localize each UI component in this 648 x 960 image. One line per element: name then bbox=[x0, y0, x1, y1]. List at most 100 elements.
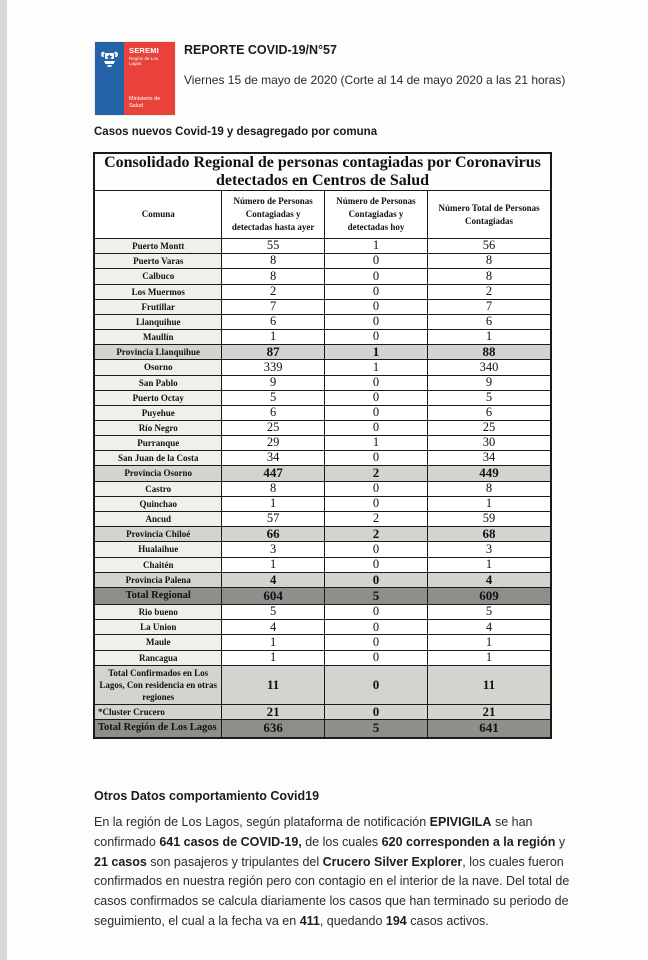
cases-total-cell: 8 bbox=[427, 268, 552, 285]
cases-yesterday-cell: 9 bbox=[221, 374, 325, 391]
table-row: Provincia Chiloé 66 2 68 bbox=[93, 526, 552, 543]
table-row: Total Regional 604 5 609 bbox=[93, 586, 552, 606]
cases-today-cell: 0 bbox=[323, 253, 429, 270]
comuna-cell: Provincia Llanquihue bbox=[93, 344, 223, 361]
cases-total-cell: 5 bbox=[427, 389, 552, 406]
section-title: Casos nuevos Covid-19 y desagregado por … bbox=[94, 126, 378, 138]
cases-yesterday-cell: 5 bbox=[221, 389, 325, 406]
cases-yesterday-cell: 87 bbox=[221, 344, 325, 361]
logo-region-label: Región de Los Lagos bbox=[129, 56, 159, 66]
comuna-cell: Maule bbox=[93, 634, 223, 651]
table-row: Maule 1 0 1 bbox=[93, 634, 552, 651]
paragraph-segment: , los cuales fueron confirmados en nuest… bbox=[94, 854, 570, 928]
table-row: Provincia Palena 4 0 4 bbox=[93, 571, 552, 589]
cases-total-cell: 11 bbox=[427, 664, 552, 706]
logo-blue-panel bbox=[95, 42, 124, 115]
table-row: Quinchao 1 0 1 bbox=[93, 495, 552, 512]
paragraph-segment: de los cuales bbox=[301, 834, 382, 849]
cases-today-cell: 1 bbox=[323, 238, 429, 255]
cases-today-cell: 0 bbox=[323, 480, 429, 497]
cases-today-cell: 2 bbox=[323, 510, 429, 528]
cases-total-cell: 1 bbox=[427, 634, 552, 651]
table-row: La Union 4 0 4 bbox=[93, 619, 552, 636]
comuna-cell: Rancagua bbox=[93, 649, 223, 666]
cases-yesterday-cell: 8 bbox=[221, 480, 325, 497]
cases-total-cell: 9 bbox=[427, 374, 552, 391]
comuna-cell: Ancud bbox=[93, 510, 223, 528]
comuna-cell: Maullín bbox=[93, 328, 223, 346]
cases-yesterday-cell: 8 bbox=[221, 253, 325, 270]
cases-yesterday-cell: 66 bbox=[221, 526, 325, 543]
cases-yesterday-cell: 21 bbox=[221, 704, 325, 721]
cases-today-cell: 2 bbox=[323, 526, 429, 543]
cases-yesterday-cell: 1 bbox=[221, 328, 325, 346]
cases-total-cell: 30 bbox=[427, 435, 552, 452]
cases-today-cell: 0 bbox=[323, 634, 429, 651]
cases-yesterday-cell: 2 bbox=[221, 283, 325, 300]
cases-yesterday-cell: 25 bbox=[221, 419, 325, 437]
cases-total-cell: 8 bbox=[427, 480, 552, 497]
table-row: Río Negro 25 0 25 bbox=[93, 419, 552, 437]
table-row: Provincia Osorno 447 2 449 bbox=[93, 465, 552, 482]
comuna-cell: Puerto Octay bbox=[93, 389, 223, 406]
table-row: Osorno 339 1 340 bbox=[93, 359, 552, 376]
cases-yesterday-cell: 6 bbox=[221, 404, 325, 421]
comuna-cell: Hualaihue bbox=[93, 541, 223, 558]
column-header-hasta-ayer: Número de Personas Contagiadas y detecta… bbox=[221, 189, 325, 240]
table-header-row: Comuna Número de Personas Contagiadas y … bbox=[93, 189, 552, 240]
table-row: Hualaihue 3 0 3 bbox=[93, 541, 552, 558]
comuna-cell: Frutillar bbox=[93, 298, 223, 315]
comuna-cell: Total Confirmados en Los Lagos, Con resi… bbox=[93, 664, 223, 706]
table-row: *Cluster Crucero 21 0 21 bbox=[93, 704, 552, 721]
cases-yesterday-cell: 29 bbox=[221, 435, 325, 452]
cases-total-cell: 56 bbox=[427, 238, 552, 255]
paragraph-segment: son pasajeros y tripulantes del bbox=[146, 854, 323, 869]
cases-yesterday-cell: 7 bbox=[221, 298, 325, 315]
cases-yesterday-cell: 6 bbox=[221, 313, 325, 330]
table-row: Puyehue 6 0 6 bbox=[93, 404, 552, 421]
paragraph-segment: se han confirmado bbox=[94, 815, 533, 849]
cases-total-cell: 4 bbox=[427, 619, 552, 636]
cases-today-cell: 0 bbox=[323, 450, 429, 467]
cases-total-cell: 449 bbox=[427, 465, 552, 482]
cases-yesterday-cell: 1 bbox=[221, 649, 325, 666]
logo-seremi-label: SEREMI bbox=[129, 46, 159, 55]
cases-today-cell: 0 bbox=[323, 298, 429, 315]
cases-yesterday-cell: 1 bbox=[221, 495, 325, 512]
cases-yesterday-cell: 1 bbox=[221, 556, 325, 573]
cases-total-cell: 641 bbox=[427, 719, 552, 739]
cases-today-cell: 0 bbox=[323, 404, 429, 421]
table-title-row: Consolidado Regional de personas contagi… bbox=[93, 152, 552, 191]
cases-today-cell: 1 bbox=[323, 435, 429, 452]
cases-total-cell: 1 bbox=[427, 495, 552, 512]
cases-total-cell: 34 bbox=[427, 450, 552, 467]
comuna-cell: La Union bbox=[93, 619, 223, 636]
table-row: Ancud 57 2 59 bbox=[93, 510, 552, 528]
ministerio-salud-logo: SEREMI Región de Los Lagos Ministerio de… bbox=[95, 42, 175, 115]
cases-today-cell: 0 bbox=[323, 374, 429, 391]
cases-today-cell: 0 bbox=[323, 495, 429, 512]
comuna-cell: Osorno bbox=[93, 359, 223, 376]
table-row: Calbuco 8 0 8 bbox=[93, 268, 552, 285]
comuna-cell: Río Negro bbox=[93, 419, 223, 437]
cases-today-cell: 0 bbox=[323, 268, 429, 285]
cases-total-cell: 609 bbox=[427, 586, 552, 606]
cases-total-cell: 25 bbox=[427, 419, 552, 437]
cases-yesterday-cell: 604 bbox=[221, 586, 325, 606]
cases-yesterday-cell: 57 bbox=[221, 510, 325, 528]
table-row: Rancagua 1 0 1 bbox=[93, 649, 552, 666]
table-row: Provincia Llanquihue 87 1 88 bbox=[93, 344, 552, 361]
cases-yesterday-cell: 55 bbox=[221, 238, 325, 255]
comuna-cell: Los Muermos bbox=[93, 283, 223, 300]
table-row: Rio bueno 5 0 5 bbox=[93, 604, 552, 621]
comuna-cell: Puerto Varas bbox=[93, 253, 223, 270]
cases-today-cell: 0 bbox=[323, 389, 429, 406]
paragraph-segment: y bbox=[555, 834, 566, 849]
cases-today-cell: 0 bbox=[323, 328, 429, 346]
comuna-cell: *Cluster Crucero bbox=[93, 704, 223, 721]
paragraph-segment: casos activos. bbox=[406, 913, 489, 928]
cases-today-cell: 5 bbox=[323, 586, 429, 606]
cases-today-cell: 0 bbox=[323, 556, 429, 573]
table-title: Consolidado Regional de personas contagi… bbox=[93, 152, 552, 191]
